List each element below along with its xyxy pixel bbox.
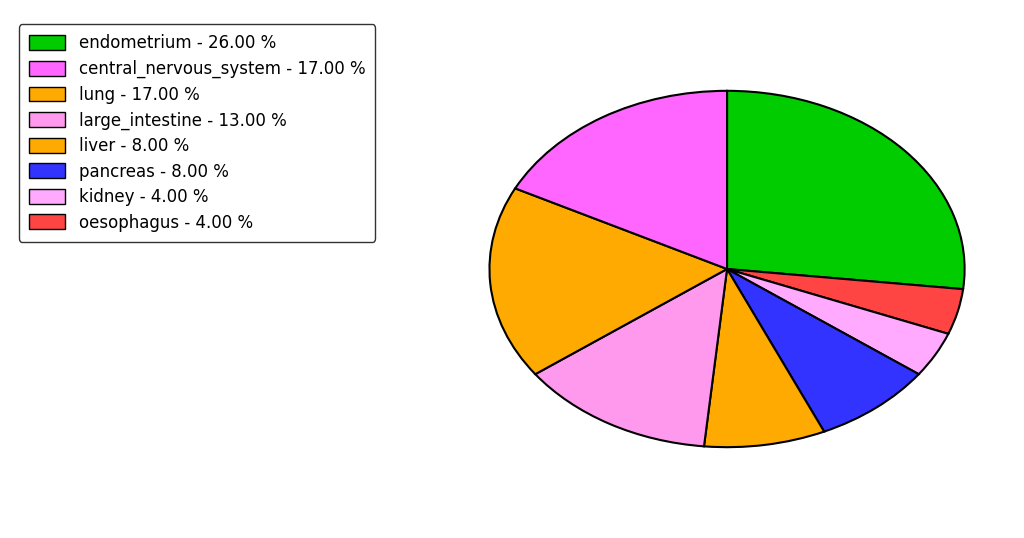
Wedge shape xyxy=(489,188,727,374)
Wedge shape xyxy=(703,269,824,447)
Legend: endometrium - 26.00 %, central_nervous_system - 17.00 %, lung - 17.00 %, large_i: endometrium - 26.00 %, central_nervous_s… xyxy=(18,24,375,242)
Wedge shape xyxy=(727,269,964,334)
Wedge shape xyxy=(515,91,727,269)
Wedge shape xyxy=(727,91,965,289)
Wedge shape xyxy=(536,269,727,447)
Wedge shape xyxy=(727,269,919,431)
Wedge shape xyxy=(727,269,948,374)
